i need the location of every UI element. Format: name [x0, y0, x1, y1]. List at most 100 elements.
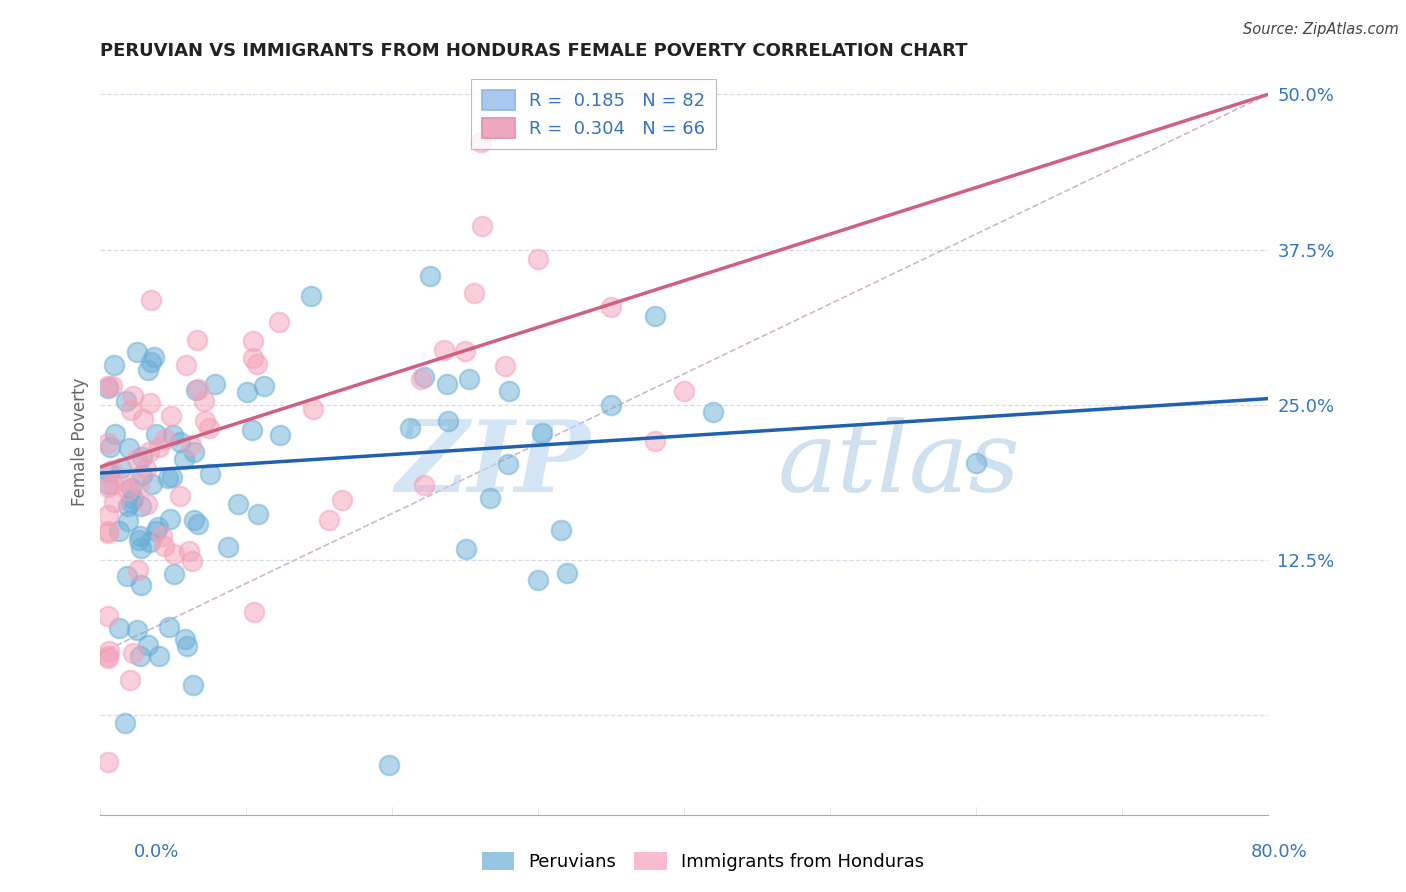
Point: [187, 382, 209, 396]
Point: [97, 648, 120, 663]
Point: [97, 477, 120, 491]
Point: [108, 524, 131, 539]
Point: [398, 420, 420, 434]
Point: [478, 491, 501, 506]
Point: [470, 219, 492, 233]
Point: [253, 378, 276, 392]
Point: [152, 539, 174, 553]
Point: [114, 394, 136, 409]
Point: [103, 477, 125, 491]
Point: [97, 480, 120, 494]
Point: [550, 523, 572, 537]
Text: atlas: atlas: [778, 417, 1021, 512]
Point: [555, 566, 578, 581]
Point: [169, 434, 191, 449]
Point: [127, 563, 149, 577]
Point: [494, 359, 516, 373]
Point: [115, 569, 138, 583]
Point: [463, 285, 485, 300]
Point: [176, 639, 198, 653]
Point: [496, 457, 519, 471]
Point: [128, 533, 150, 547]
Point: [142, 351, 165, 365]
Point: [160, 470, 183, 484]
Point: [183, 445, 205, 459]
Point: [600, 398, 623, 412]
Point: [498, 384, 520, 398]
Point: [173, 451, 195, 466]
Point: [138, 445, 160, 459]
Text: Source: ZipAtlas.com: Source: ZipAtlas.com: [1243, 22, 1399, 37]
Text: 0.0%: 0.0%: [134, 843, 179, 861]
Point: [97, 435, 120, 450]
Point: [644, 434, 666, 448]
Point: [965, 456, 987, 470]
Point: [108, 621, 131, 635]
Point: [159, 409, 181, 423]
Y-axis label: Female Poverty: Female Poverty: [72, 378, 89, 507]
Point: [173, 632, 195, 646]
Point: [131, 467, 153, 482]
Point: [162, 427, 184, 442]
Point: [121, 646, 143, 660]
Point: [240, 423, 263, 437]
Point: [101, 462, 124, 476]
Point: [131, 578, 153, 592]
Point: [318, 514, 340, 528]
Point: [527, 574, 550, 588]
Point: [181, 554, 204, 568]
Point: [247, 507, 270, 521]
Point: [97, 524, 120, 538]
Point: [136, 496, 159, 510]
Point: [454, 343, 477, 358]
Point: [97, 755, 120, 769]
Point: [141, 477, 163, 491]
Point: [118, 441, 141, 455]
Point: [411, 372, 433, 386]
Point: [141, 355, 163, 369]
Point: [242, 351, 264, 365]
Text: PERUVIAN VS IMMIGRANTS FROM HONDURAS FEMALE POVERTY CORRELATION CHART: PERUVIAN VS IMMIGRANTS FROM HONDURAS FEM…: [100, 42, 967, 60]
Point: [433, 343, 456, 358]
Legend: Peruvians, Immigrants from Honduras: Peruvians, Immigrants from Honduras: [474, 845, 932, 879]
Point: [236, 385, 259, 400]
Point: [103, 358, 125, 372]
Point: [163, 547, 186, 561]
Point: [672, 384, 695, 398]
Point: [101, 379, 124, 393]
Point: [97, 651, 120, 665]
Point: [457, 372, 479, 386]
Point: [193, 393, 215, 408]
Point: [412, 477, 434, 491]
Point: [156, 471, 179, 485]
Point: [120, 495, 142, 509]
Point: [644, 310, 666, 324]
Point: [145, 524, 167, 538]
Point: [187, 516, 209, 531]
Point: [131, 450, 153, 464]
Point: [419, 268, 441, 283]
Point: [228, 497, 250, 511]
Point: [181, 678, 204, 692]
Point: [163, 566, 186, 581]
Point: [436, 377, 458, 392]
Point: [180, 438, 202, 452]
Text: ZIP: ZIP: [395, 417, 591, 513]
Point: [186, 333, 208, 347]
Point: [120, 403, 142, 417]
Point: [139, 534, 162, 549]
Point: [129, 541, 152, 555]
Point: [97, 380, 120, 394]
Point: [98, 643, 121, 657]
Point: [135, 461, 157, 475]
Point: [127, 452, 149, 467]
Point: [103, 495, 125, 509]
Point: [600, 300, 623, 314]
Point: [117, 499, 139, 513]
Point: [179, 544, 201, 558]
Point: [110, 461, 132, 475]
Point: [174, 359, 197, 373]
Text: 80.0%: 80.0%: [1251, 843, 1308, 861]
Point: [246, 357, 269, 371]
Point: [194, 414, 217, 428]
